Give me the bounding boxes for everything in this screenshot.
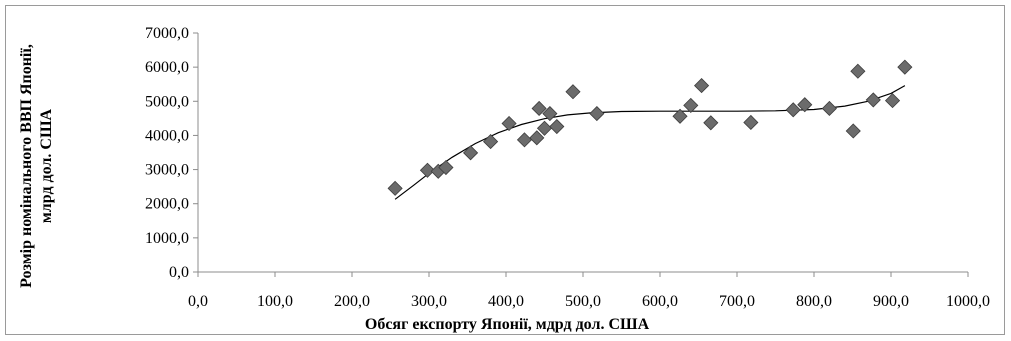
y-tick-label: 4000,0 — [145, 127, 189, 144]
y-tick-label: 2000,0 — [145, 196, 189, 213]
x-ticks: 0,0 100,0 200,0 300,0 400,0 500,0 600,0 700,0 80… — [188, 272, 990, 310]
y-axis-title: Розмір номінального ВВП Японії, млрд дол… — [18, 44, 55, 288]
y-tick-label: 3000,0 — [145, 162, 189, 179]
data-point — [703, 115, 719, 131]
data-point — [821, 100, 837, 117]
y-tick-label: 7000,0 — [145, 25, 189, 42]
data-point — [438, 159, 454, 176]
data-point — [529, 130, 545, 146]
y-tick-label: 1000,0 — [145, 230, 189, 247]
data-point — [565, 84, 581, 100]
data-point — [483, 134, 499, 150]
data-point — [683, 97, 699, 113]
x-tick-label: 900,0 — [873, 293, 909, 310]
data-point — [387, 180, 403, 196]
trendline-group — [394, 85, 906, 200]
data-point — [419, 162, 436, 178]
data-point — [542, 106, 558, 122]
data-point — [845, 123, 861, 139]
y-tick-label: 6000,0 — [145, 59, 189, 76]
y-tick-label: 5000,0 — [145, 93, 189, 110]
data-point — [536, 120, 553, 136]
data-point — [884, 93, 901, 109]
data-points — [387, 59, 913, 196]
x-tick-label: 700,0 — [719, 293, 755, 310]
data-point — [589, 106, 605, 122]
x-tick-label: 400,0 — [488, 293, 524, 310]
scatter-chart: Розмір номінального ВВП Японії, млрд дол… — [18, 25, 990, 333]
data-point — [850, 63, 866, 79]
data-point — [797, 97, 813, 113]
data-point — [463, 145, 479, 161]
axes — [197, 33, 968, 273]
x-tick-label: 500,0 — [565, 293, 601, 310]
data-point — [897, 59, 913, 75]
data-point — [501, 115, 517, 132]
x-tick-label: 300,0 — [411, 293, 447, 310]
data-point — [785, 102, 801, 118]
data-point — [531, 100, 547, 117]
y-axis-title-line1: Розмір номінального ВВП Японії, — [18, 44, 35, 288]
y-tick-label: 0,0 — [169, 264, 189, 281]
x-tick-label: 100,0 — [257, 293, 293, 310]
data-point — [672, 108, 688, 124]
data-point — [694, 78, 710, 94]
x-tick-label: 800,0 — [796, 293, 832, 310]
x-tick-label: 600,0 — [642, 293, 678, 310]
x-tick-label: 1000,0 — [946, 293, 990, 310]
data-point — [743, 114, 759, 131]
data-point — [865, 92, 881, 108]
data-point — [549, 118, 565, 135]
x-tick-label: 200,0 — [334, 293, 370, 310]
x-axis-title: Обсяг експорту Японії, мдрд дол. США — [365, 316, 650, 333]
data-point — [516, 132, 533, 148]
trendline — [394, 85, 906, 200]
chart-frame: Розмір номінального ВВП Японії, млрд дол… — [5, 5, 1005, 335]
y-axis-title-line2: млрд дол. США — [38, 108, 55, 223]
x-tick-label: 0,0 — [188, 293, 208, 310]
y-ticks: 0,0 1000,0 2000,0 3000,0 4000,0 5000,0 6000,0 7… — [145, 25, 198, 281]
